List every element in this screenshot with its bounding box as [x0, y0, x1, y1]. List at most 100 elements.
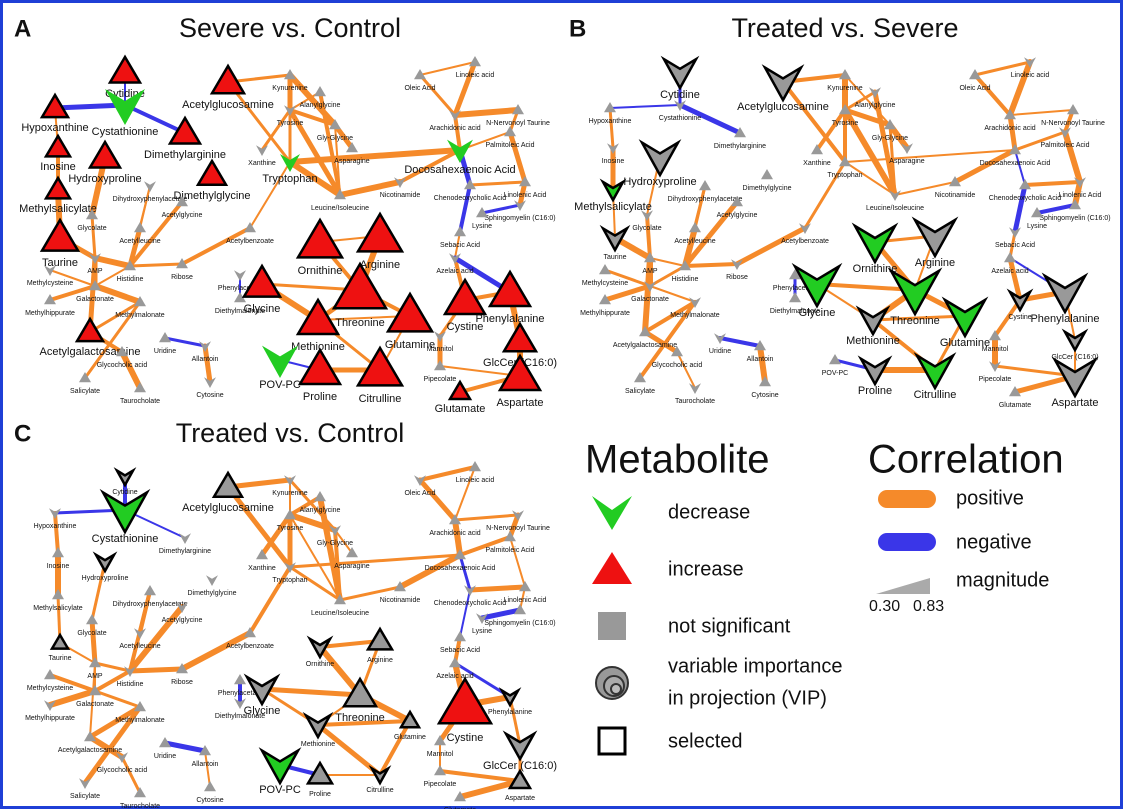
metabolite-node — [454, 791, 466, 802]
node-label: Citrulline — [359, 393, 402, 405]
node-label: Docosahexaenoic Acid — [404, 164, 515, 176]
metabolite-node — [791, 262, 843, 309]
node-label: Salicylate — [625, 388, 655, 395]
node-label: Arachidonic acid — [984, 125, 1035, 132]
edge-positive — [93, 661, 132, 673]
edge-positive — [288, 553, 462, 569]
metabolite-node — [869, 87, 881, 98]
metabolite-node — [284, 105, 296, 116]
node-label: Chenodeoxycholic Acid — [989, 195, 1061, 202]
metabolite-node — [519, 581, 531, 592]
node-label: Tyrosine — [277, 525, 304, 532]
node-label: Threonine — [335, 712, 385, 724]
node-label: Chenodeoxycholic Acid — [434, 600, 506, 607]
metabolite-node — [497, 353, 543, 392]
node-label: AMP — [642, 268, 658, 275]
edge-positive — [457, 778, 523, 800]
node-label: Hypoxanthine — [34, 523, 77, 530]
metabolite-node — [124, 260, 136, 271]
edge-positive — [139, 185, 151, 229]
metabolite-node — [329, 119, 341, 130]
increase-icon — [592, 552, 632, 584]
edge-positive — [226, 80, 292, 164]
edge-negative — [163, 336, 207, 348]
metabolite-node — [234, 674, 246, 685]
node-label: Hydroxyproline — [623, 176, 696, 188]
node-label: Acetylleucine — [119, 643, 160, 650]
node-label: Glutamine — [940, 337, 990, 349]
node-label: Aspartate — [505, 795, 535, 802]
edge-positive — [649, 257, 686, 267]
metabolite-node — [514, 604, 526, 615]
metabolite-node — [306, 635, 334, 660]
edge-positive — [649, 285, 696, 303]
node-label: Acetylbenzoate — [781, 238, 829, 245]
metabolite-node — [134, 382, 146, 393]
node-label: Acetylleucine — [119, 238, 160, 245]
metabolite-node — [262, 345, 298, 378]
node-label: N-Nervonoyl Taurine — [486, 120, 550, 127]
edge-positive — [127, 666, 185, 674]
decrease-icon — [592, 496, 632, 530]
edge-positive — [48, 284, 97, 302]
edge-positive — [225, 477, 293, 490]
node-label: Alanylglycine — [855, 102, 896, 109]
metabolite-node — [504, 531, 516, 542]
node-label: Galactonate — [76, 701, 114, 708]
node-label: Diethylmalonate — [770, 308, 820, 315]
node-label: Histidine — [117, 276, 144, 283]
edge-positive — [260, 282, 362, 292]
metabolite-node — [464, 585, 476, 596]
edge-positive — [643, 300, 697, 334]
node-label: Ornithine — [306, 661, 335, 668]
metabolite-node — [280, 154, 300, 172]
node-label: Inosine — [40, 161, 75, 173]
metabolite-node — [476, 207, 488, 218]
metabolite-node — [689, 222, 701, 233]
metabolite-node — [1009, 144, 1021, 155]
metabolite-node — [454, 631, 466, 642]
metabolite-node — [144, 585, 156, 596]
legend-item: variable importance — [668, 655, 843, 677]
node-label: Citrulline — [366, 787, 393, 794]
node-label: Acetylgalactosamine — [58, 747, 122, 754]
metabolite-node — [329, 525, 341, 536]
metabolite-node — [759, 376, 771, 387]
node-label: Cytosine — [751, 392, 778, 399]
node-label: Uridine — [709, 348, 731, 355]
edge-negative — [52, 102, 128, 111]
edge-positive — [120, 755, 142, 795]
node-label: Mannitol — [427, 346, 454, 353]
metabolite-node — [284, 562, 296, 573]
edge-positive — [53, 511, 60, 555]
node-label: Azelaic acid — [436, 268, 473, 275]
metabolite-node — [89, 253, 101, 264]
node-label: Taurine — [42, 257, 78, 269]
node-label: Alanylglycine — [300, 102, 341, 109]
legend-item: negative — [956, 531, 1032, 553]
legend-item: in projection (VIP) — [668, 687, 827, 709]
node-label: Glycine — [244, 705, 281, 717]
edge-negative — [718, 336, 762, 348]
node-label: Asparagine — [889, 158, 925, 165]
edge-positive — [952, 147, 1018, 185]
metabolite-node — [49, 632, 71, 650]
node-label: Palmitoleic Acid — [1040, 142, 1089, 149]
edge-positive — [844, 149, 1016, 163]
node-label: Phenylacetate — [218, 285, 262, 292]
metabolite-node — [89, 657, 101, 668]
metabolite-node — [89, 685, 101, 696]
node-label: Ribose — [171, 274, 193, 281]
node-label: Dihydroxyphenylacetate — [113, 196, 188, 203]
node-label: Aspartate — [496, 397, 543, 409]
edge-positive — [676, 351, 696, 389]
node-label: Kynurenine — [272, 490, 308, 497]
metabolite-node — [857, 355, 893, 387]
node-label: Methylhippurate — [25, 715, 75, 722]
node-label: Linoleic acid — [456, 477, 495, 484]
edge-positive — [454, 231, 461, 259]
edge-positive — [248, 565, 292, 635]
node-label: Dimethylarginine — [159, 548, 211, 555]
metabolite-node — [334, 189, 346, 200]
node-label: Glycolate — [632, 225, 661, 232]
